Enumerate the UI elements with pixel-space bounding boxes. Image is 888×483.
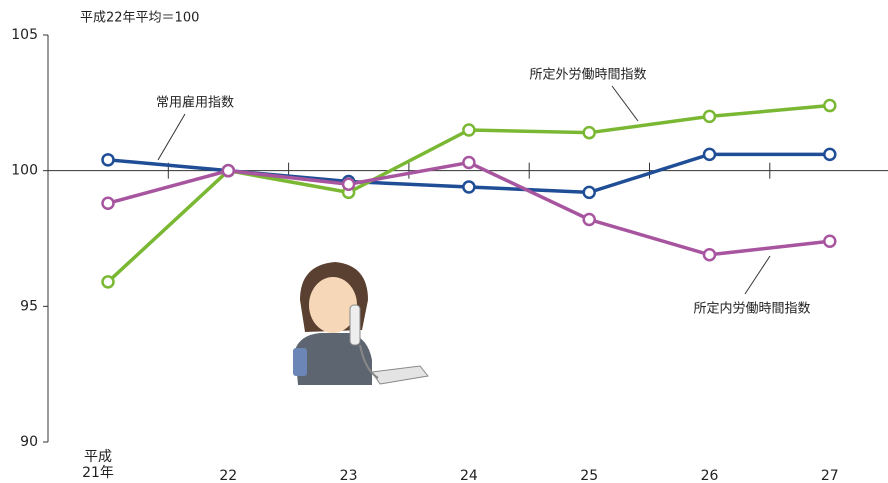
chart-note: 平成22年平均＝100 [80, 11, 199, 26]
point [824, 236, 835, 247]
leader-line [745, 256, 770, 294]
y-tick-label: 90 [20, 434, 38, 450]
point [103, 276, 114, 287]
series-label: 常用雇用指数 [156, 95, 234, 111]
x-tick-label: 22 [219, 468, 237, 483]
series-label: 所定外労働時間指数 [529, 68, 646, 83]
point [584, 127, 595, 138]
chart: 平成22年平均＝100 90 95 100 105 平成21年 22 23 24 25 26 27 常… [0, 0, 888, 483]
point [223, 165, 234, 176]
x-tick-label: 24 [460, 468, 478, 483]
point [463, 181, 474, 192]
point [584, 187, 595, 198]
x-tick-label: 26 [701, 468, 719, 483]
y-tick-label: 95 [20, 298, 38, 314]
point [343, 179, 354, 190]
x-tick-label: 23 [340, 468, 358, 483]
series-line [108, 163, 830, 255]
point [704, 149, 715, 160]
x-tick-label: 27 [821, 468, 839, 483]
point [824, 149, 835, 160]
point [824, 100, 835, 111]
point [103, 154, 114, 165]
point [463, 124, 474, 135]
y-tick-label: 105 [11, 27, 38, 43]
point [584, 214, 595, 225]
x-tick-label: 25 [580, 468, 598, 483]
illustration [293, 262, 428, 385]
point [463, 157, 474, 168]
leader-line [158, 114, 185, 160]
point [704, 249, 715, 260]
series-label: 所定内労働時間指数 [693, 301, 810, 317]
point [103, 198, 114, 209]
point [704, 111, 715, 122]
y-tick-label: 100 [11, 163, 38, 179]
leader-line [612, 86, 638, 121]
